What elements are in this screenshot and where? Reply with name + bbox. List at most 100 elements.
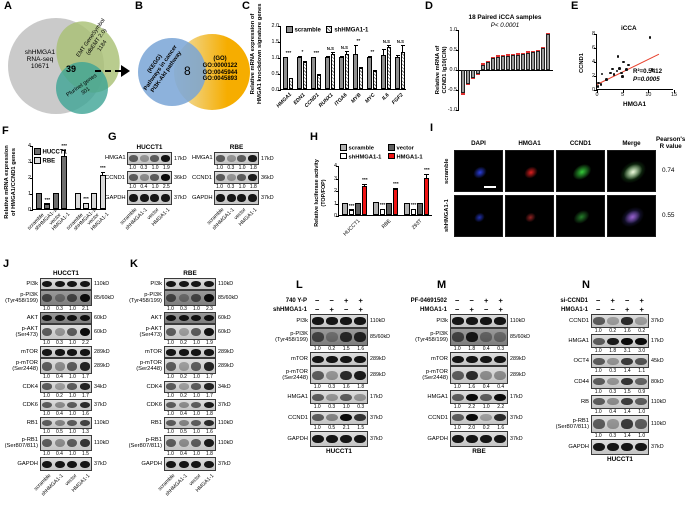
condition-sign: + [625,305,630,314]
blot-lane [54,418,67,428]
blot-lane [353,353,367,365]
blot-protein-label: HMGA1 [105,155,126,162]
error-bar-cap [311,56,316,58]
data-point [616,55,620,58]
blot-title: RBE [229,144,244,151]
c-y-axis-title: Relative mRNA expression of HMGA1 knockd… [250,3,263,105]
panel-label-c: C [242,0,250,12]
protein-band [178,315,189,322]
data-point [609,71,612,75]
band-quantification: 0.2 [482,424,490,431]
band-quantification: 1.8 [468,346,476,352]
blot-band-box [310,390,368,405]
condition-signs: − − + + [450,296,508,305]
blot-protein-label: p-mTOR (Ser2448) [136,360,162,373]
blot-protein-label: CDK6 [146,401,162,408]
error-cap-red [536,49,540,52]
d-waterfall-plot: 1.0 0.5 0.0 -0.5 -1.0 [448,27,553,113]
band-quantification: 3.1 [623,348,631,355]
e-y-axis-title: CCND1 [579,53,585,73]
band-quantification: 0.3 [180,306,187,312]
blot-band-box [591,415,649,434]
condition-name: si-CCND1 [560,297,588,304]
y-tick-label: 1.0 [449,27,458,33]
molecular-weight-label: 17kD [261,155,274,162]
condition-row-shHMGA1-1: shHMGA1-1− + − + [262,305,402,314]
blot-lane [339,367,353,383]
blot-lane [311,432,325,446]
molecular-weight-label: 110kD [651,421,667,428]
bar-HMGA1-1-HUCCT1 [361,186,368,215]
condition-sign: − [596,305,601,314]
h-legend: scramble vector shHMGA1-1 HMGA1-1 [340,144,436,161]
lane-label-cell: HMGA1-1 [151,205,172,229]
venn-overlap-count-b: 8 [184,64,191,78]
y-tick-label: 0 [334,213,337,219]
protein-band [67,293,78,303]
panel-label-e: E [571,0,579,12]
blot-lane [160,153,171,164]
bar-scramble-EDN1 [297,57,302,89]
blot-lane [215,153,226,164]
data-point [615,69,619,73]
band-quantification: 1.0 [167,451,174,458]
error-cap-red [461,93,465,95]
band-quantification: 1.0 [69,306,76,312]
blot-lane [79,436,92,450]
blot-row-p-PI3K: p-PI3K (Tyr458/199) 85/60kD [2,290,118,306]
condition-name: PF-04691502 [410,297,447,304]
blot-lane [203,458,216,470]
significance-marker: N.S [340,44,348,50]
blot-lane [339,329,353,345]
band-quantification: 0.2 [328,346,336,352]
error-bar-cap [100,171,105,173]
data-point [597,81,600,85]
condition-sign: − [625,296,630,305]
protein-band [607,357,619,366]
protein-band [621,398,633,406]
c-legend-shhmga1: shHMGA1-1 [334,27,369,34]
error-cap-red [476,74,480,76]
band-quantification: 1.0 [43,410,50,417]
condition-sign: − [344,305,349,314]
molecular-weight-label: 34kD [94,383,107,390]
band-quantification: 1.6 [357,346,365,352]
blot-lane [237,172,248,183]
blot-lane [203,418,216,428]
band-quantification: 0.3 [56,306,63,312]
band-quantification: 1.0 [453,424,461,431]
protein-band [161,155,171,162]
blot-lane [54,313,67,323]
blot-lane [41,400,54,410]
panel-h: H Relative luciferase activity (TOP/FOP)… [300,128,438,238]
y-tick-label: 1.0 [271,55,280,61]
blot-lane [479,353,493,365]
molecular-weight-label: 36kD [174,174,187,181]
blot-lane [203,382,216,392]
y-tick-label: 4 [28,143,31,149]
x-category-label: RBE [380,218,393,231]
panel-label-h: H [310,131,318,143]
protein-band [340,434,352,443]
c-legend-swatch-shhmga1 [325,26,333,33]
condition-sign: − [329,296,334,305]
blot-band-box [591,394,649,409]
condition-sign: − [455,296,460,305]
data-point [622,60,625,64]
blot-protein-label: RB1 [26,419,38,426]
blot-lane [41,291,54,305]
condition-signs: − + − + [310,305,368,314]
bar-scramble-MYB [353,53,358,89]
blot-lane [203,291,216,305]
band-quantification: 1.0 [43,429,50,436]
condition-name: 740 Y-P [285,297,307,304]
f-legend-rbe: RBE [42,158,56,165]
blot-band-box [310,328,368,346]
quantification-row: 1.0 0.4 1.4 1.0 [591,409,649,415]
blot-band-box [40,346,92,359]
blot-row-p-PI3K: p-PI3K (Tyr458/199) 85/60kD [126,290,242,306]
h-legend-scramble: scramble [348,145,374,152]
protein-band [166,383,177,390]
band-quantification: 1.5 [82,451,89,458]
